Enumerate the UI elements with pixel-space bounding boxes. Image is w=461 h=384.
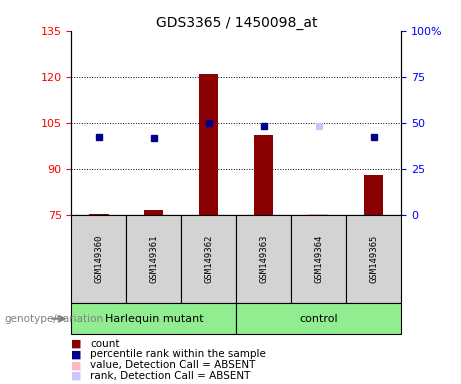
Text: ■: ■: [71, 360, 82, 370]
Text: GSM149365: GSM149365: [369, 235, 378, 283]
Text: ■: ■: [71, 371, 82, 381]
Bar: [181, 215, 236, 303]
Bar: [71, 303, 236, 334]
Text: value, Detection Call = ABSENT: value, Detection Call = ABSENT: [90, 360, 255, 370]
Text: Harlequin mutant: Harlequin mutant: [105, 314, 203, 324]
Bar: [126, 215, 181, 303]
Text: GSM149362: GSM149362: [204, 235, 213, 283]
Bar: [71, 215, 126, 303]
Text: control: control: [299, 314, 338, 324]
Text: count: count: [90, 339, 119, 349]
Bar: [89, 214, 108, 215]
Bar: [254, 135, 273, 215]
Text: ■: ■: [71, 349, 82, 359]
Text: genotype/variation: genotype/variation: [5, 314, 104, 324]
Text: GSM149361: GSM149361: [149, 235, 159, 283]
Text: GSM149364: GSM149364: [314, 235, 323, 283]
Text: GSM149363: GSM149363: [259, 235, 268, 283]
Text: GSM149360: GSM149360: [95, 235, 103, 283]
Bar: [309, 214, 328, 215]
Bar: [236, 303, 401, 334]
Bar: [346, 215, 401, 303]
Text: percentile rank within the sample: percentile rank within the sample: [90, 349, 266, 359]
Text: rank, Detection Call = ABSENT: rank, Detection Call = ABSENT: [90, 371, 250, 381]
Text: ■: ■: [71, 339, 82, 349]
Bar: [291, 215, 346, 303]
Bar: [144, 210, 164, 215]
Bar: [199, 74, 219, 215]
Title: GDS3365 / 1450098_at: GDS3365 / 1450098_at: [155, 16, 317, 30]
Bar: [364, 175, 383, 215]
Bar: [236, 215, 291, 303]
